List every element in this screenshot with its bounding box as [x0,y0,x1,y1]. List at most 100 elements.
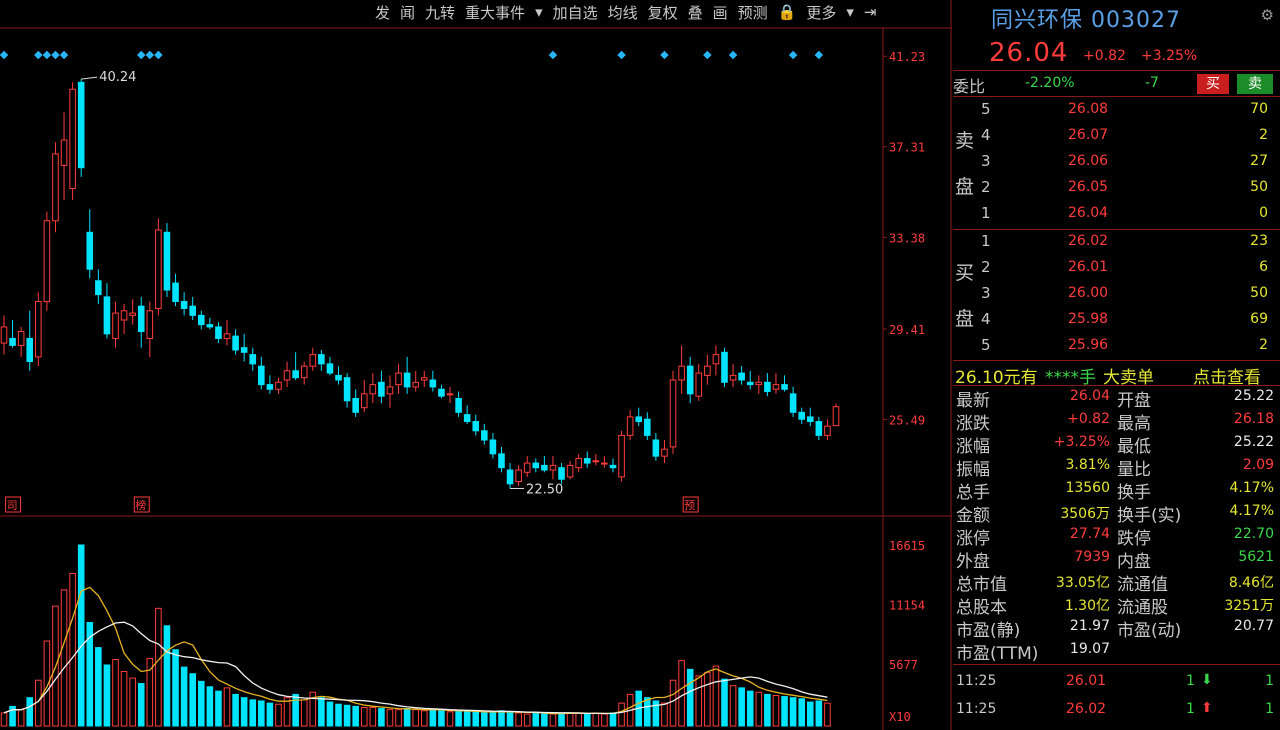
divider [953,360,1280,361]
kline-chart-area[interactable]: 41.23 37.31 33.38 29.41 25.49 16615 11154 5677 X… [0,0,952,730]
volume-bar [661,702,668,727]
order-qty: 69 [1250,311,1268,327]
dropdown-arrow-icon[interactable]: ▾ [535,3,543,21]
sell-side-label-1: 卖 [955,130,975,152]
volume-bar [746,690,754,727]
sell-order-row[interactable]: 5 26.08 70 [953,98,1280,121]
candle-body [0,326,8,344]
stat-label: 最低 [1117,437,1151,457]
event-diamond-icon [136,50,146,60]
order-level: 2 [981,258,991,276]
volume-bar [309,691,317,727]
event-diamond-icon [788,50,798,60]
order-price: 26.07 [1068,127,1109,143]
toolbar-item-4[interactable]: 加自选 [552,3,598,22]
candle-body [77,81,85,169]
candle-body [558,467,565,480]
divider [953,664,1280,665]
event-diamond-icon [42,50,52,60]
event-marker-box [5,496,22,513]
candle-body [352,397,359,413]
volume-bar [163,625,171,727]
candle-body [755,381,763,386]
stat-row: 总股本 1.30亿 流通股 3251万 [953,593,1280,618]
divider [953,70,1280,71]
toolbar-item-2[interactable]: 九转 [425,3,456,22]
toolbar-item-7[interactable]: 叠 [687,3,703,22]
buy-order-row[interactable]: 1 26.02 23 [953,230,1280,253]
volume-bar [738,687,745,727]
candle-body [712,354,720,365]
candle-body [343,377,351,402]
candle-body [386,386,394,395]
volume-bar [258,700,265,727]
candle-body [429,379,437,388]
stat-label: 最高 [1117,414,1151,434]
toolbar-item-3[interactable]: 重大事件 [465,3,526,22]
event-marker-box [133,496,150,513]
kline-chart[interactable]: 41.23 37.31 33.38 29.41 25.49 16615 11154 5677 X… [0,0,952,730]
stat-row: 总手 13560 换手 4.17% [953,478,1280,503]
volume-bar [352,705,359,727]
toolbar-item-9[interactable]: 预测 [737,3,768,22]
candle-body [335,374,342,381]
buy-order-row[interactable]: 5 25.96 2 [953,334,1280,357]
stat-value: 3506万 [1060,506,1110,522]
candle-body [421,377,428,381]
buy-order-row[interactable]: 2 26.01 6 [953,256,1280,279]
sell-order-row[interactable]: 2 26.05 50 [953,176,1280,199]
tick-volume: 1 [1265,701,1274,717]
big-order-link[interactable]: 点击查看 [1193,368,1261,388]
volume-bar [515,712,522,727]
settings-gear-icon[interactable]: ⚙ [1260,6,1274,24]
candle-body [472,421,480,432]
order-price: 25.98 [1068,311,1109,327]
weibi-value: -2.20% [1025,75,1075,91]
toolbar-item-8[interactable]: 画 [712,3,728,22]
stat-value: +3.25% [1053,434,1110,450]
toolbar-item-1[interactable]: 闻 [400,3,416,22]
toolbar-item-10[interactable]: 🔒 [777,3,797,21]
candle-body [9,337,16,346]
toolbar-item-12[interactable]: ⇥ [863,3,877,21]
candle-body [678,365,685,381]
toolbar-item-5[interactable]: 均线 [607,3,638,22]
order-qty: 2 [1259,337,1268,353]
buy-order-row[interactable]: 4 25.98 69 [953,308,1280,331]
buy-order-row[interactable]: 3 26.00 50 [953,282,1280,305]
candle-body [541,464,548,471]
order-qty: 50 [1250,285,1268,301]
price-tick-label: 25.49 [889,413,925,427]
candle-body [129,312,136,316]
candle-body [798,411,805,420]
divider [953,385,1280,386]
order-level: 3 [981,284,991,302]
tick-count: 1 [1186,701,1195,717]
weibi-row: 委比 -2.20% -7 买 卖 [953,72,1280,96]
buy-button[interactable]: 买 [1197,74,1229,94]
sell-order-row[interactable]: 4 26.07 2 [953,124,1280,147]
volume-bar [755,691,763,727]
order-level: 5 [981,100,991,118]
candle-body [309,354,317,367]
toolbar-item-0[interactable]: 发 [375,3,391,22]
sell-order-row[interactable]: 3 26.06 27 [953,150,1280,173]
volume-bar [17,709,25,727]
dropdown-arrow-icon[interactable]: ▾ [846,3,854,21]
big-order-row[interactable]: 26.10元有 ****手 大卖单 点击查看 [953,362,1280,388]
sell-order-row[interactable]: 1 26.04 0 [953,202,1280,225]
order-level: 1 [981,232,991,250]
toolbar-item-6[interactable]: 复权 [647,3,678,22]
volume-bar [137,683,145,727]
stat-label: 涨停 [956,529,990,549]
stat-label: 金额 [956,506,990,526]
volume-bar [9,705,16,727]
stat-label: 总股本 [956,598,1007,618]
toolbar-item-11[interactable]: 更多 [806,3,837,22]
candle-body [661,448,668,457]
volume-bar [592,712,600,727]
candle-body [455,397,462,413]
stat-value: 7939 [1074,549,1110,565]
sell-button[interactable]: 卖 [1237,74,1273,94]
stat-label: 市盈(静) [956,621,1021,641]
